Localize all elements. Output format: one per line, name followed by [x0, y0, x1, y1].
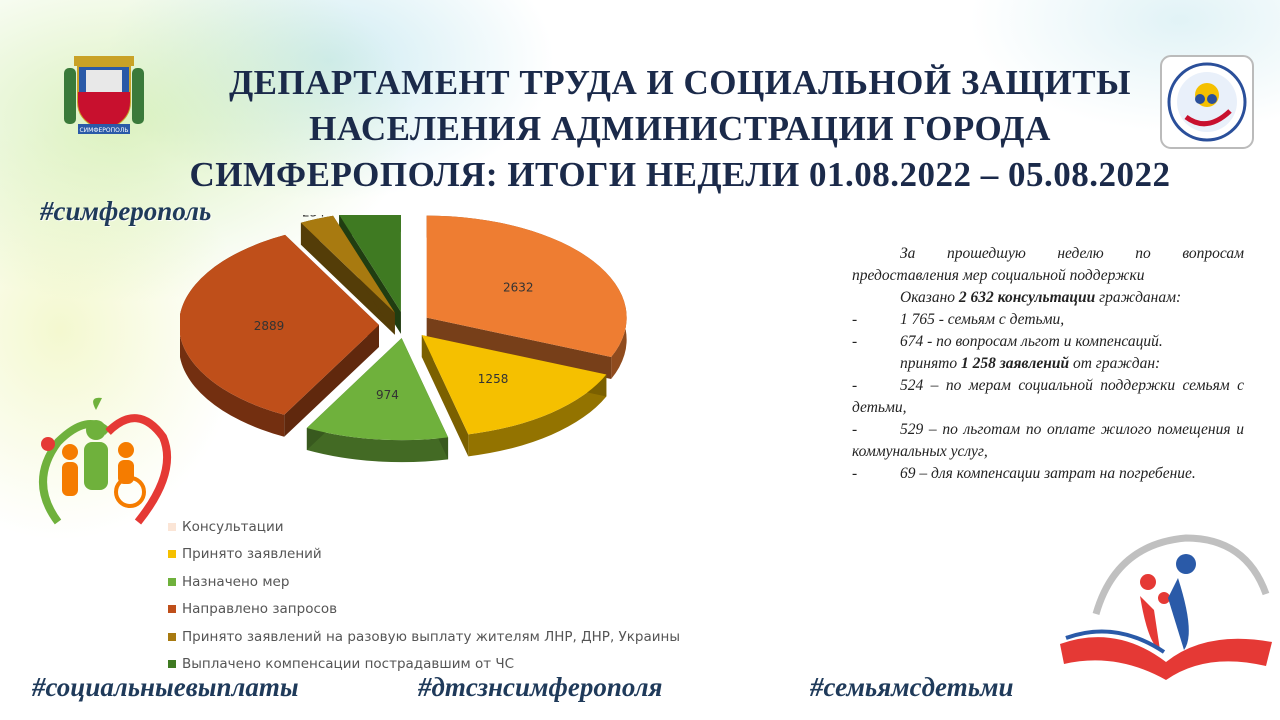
legend-item: Назначено мер	[168, 568, 680, 596]
legend-item: Выплачено компенсации пострадавшим от ЧС	[168, 651, 680, 679]
legend-label: Принято заявлений на разовую выплату жит…	[182, 628, 681, 645]
hashtag-dtszn: #дтсзнсимферополя	[418, 672, 663, 702]
pie-slice	[339, 215, 401, 312]
pie-data-label: 234	[302, 215, 325, 220]
family-book-illustration	[1056, 534, 1276, 684]
legend-label: Принято заявлений	[182, 546, 322, 563]
legend-swatch	[168, 577, 176, 586]
legend-label: Выплачено компенсации пострадавшим от ЧС	[182, 656, 515, 673]
title-line-1: ДЕПАРТАМЕНТ ТРУДА И СОЦИАЛЬНОЙ ЗАЩИТЫ	[229, 63, 1131, 102]
pie-chart: 420234263228891258974	[180, 215, 627, 463]
legend-swatch	[168, 522, 176, 531]
summary-bullet: -524 – по мерам социальной поддержки сем…	[852, 377, 1244, 416]
legend-item: Принято заявлений на разовую выплату жит…	[168, 623, 680, 651]
page-title: ДЕПАРТАМЕНТ ТРУДА И СОЦИАЛЬНОЙ ЗАЩИТЫ НА…	[160, 60, 1200, 198]
summary-intro: За прошедшую неделю по вопросам предоста…	[852, 245, 1244, 284]
pie-slice-wall	[300, 222, 395, 335]
summary-bullet: -674 - по вопросам льгот и компенсаций.	[852, 333, 1163, 350]
summary-applications: принято 1 258 заявлений от граждан:	[900, 355, 1161, 372]
pie-slice	[180, 234, 379, 415]
hashtag-families: #семьямсдетьми	[810, 672, 1014, 702]
title-line-3: СИМФЕРОПОЛЯ: ИТОГИ НЕДЕЛИ 01.08.2022 – 0…	[189, 155, 1171, 194]
hashtag-social-payments: #социальныевыплаты	[32, 672, 299, 702]
legend-label: Консультации	[182, 518, 284, 535]
pie-slice	[421, 335, 607, 435]
pie-data-label: 974	[376, 388, 399, 402]
pie-slice-wall	[284, 324, 380, 437]
simferopol-coat-of-arms-logo: СИМФЕРОПОЛЬ	[64, 52, 144, 136]
summary-bullet: -529 – по льготам по оплате жилого помещ…	[852, 421, 1244, 460]
title-line-2: НАСЕЛЕНИЯ АДМИНИСТРАЦИИ ГОРОДА	[309, 109, 1051, 148]
pie-slice	[306, 338, 449, 441]
weekly-summary-text: За прошедшую неделю по вопросам предоста…	[852, 243, 1244, 485]
legend-swatch	[168, 605, 176, 614]
pie-slice-side	[468, 374, 607, 457]
summary-bullet: -1 765 - семьям с детьми,	[852, 311, 1065, 328]
legend-swatch	[168, 550, 176, 559]
legend-item: Принято заявлений	[168, 541, 680, 569]
chart-legend: Консультации Принято заявлений Назначено…	[168, 513, 680, 678]
hashtag-simferopol: #симферополь	[40, 196, 212, 226]
department-emblem-logo	[1160, 55, 1254, 149]
pie-data-label: 2632	[503, 281, 534, 295]
legend-swatch	[168, 632, 176, 641]
legend-label: Назначено мер	[182, 573, 290, 590]
family-illustration	[18, 392, 186, 532]
pie-slice-wall	[426, 317, 612, 380]
pie-slice-wall	[421, 335, 469, 457]
pie-slice	[300, 215, 395, 313]
legend-swatch	[168, 660, 176, 669]
summary-consultations: Оказано 2 632 консультации гражданам:	[900, 289, 1182, 306]
pie-slice	[426, 215, 627, 358]
legend-item: Направлено запросов	[168, 596, 680, 624]
legend-label: Направлено запросов	[182, 601, 338, 618]
pie-slice-side	[306, 427, 449, 463]
svg-text:СИМФЕРОПОЛЬ: СИМФЕРОПОЛЬ	[79, 127, 128, 134]
pie-data-label: 2889	[254, 319, 285, 333]
legend-item: Консультации	[168, 513, 680, 541]
pie-data-label: 1258	[478, 372, 509, 386]
summary-bullet: -69 – для компенсации затрат на погребен…	[852, 465, 1196, 482]
